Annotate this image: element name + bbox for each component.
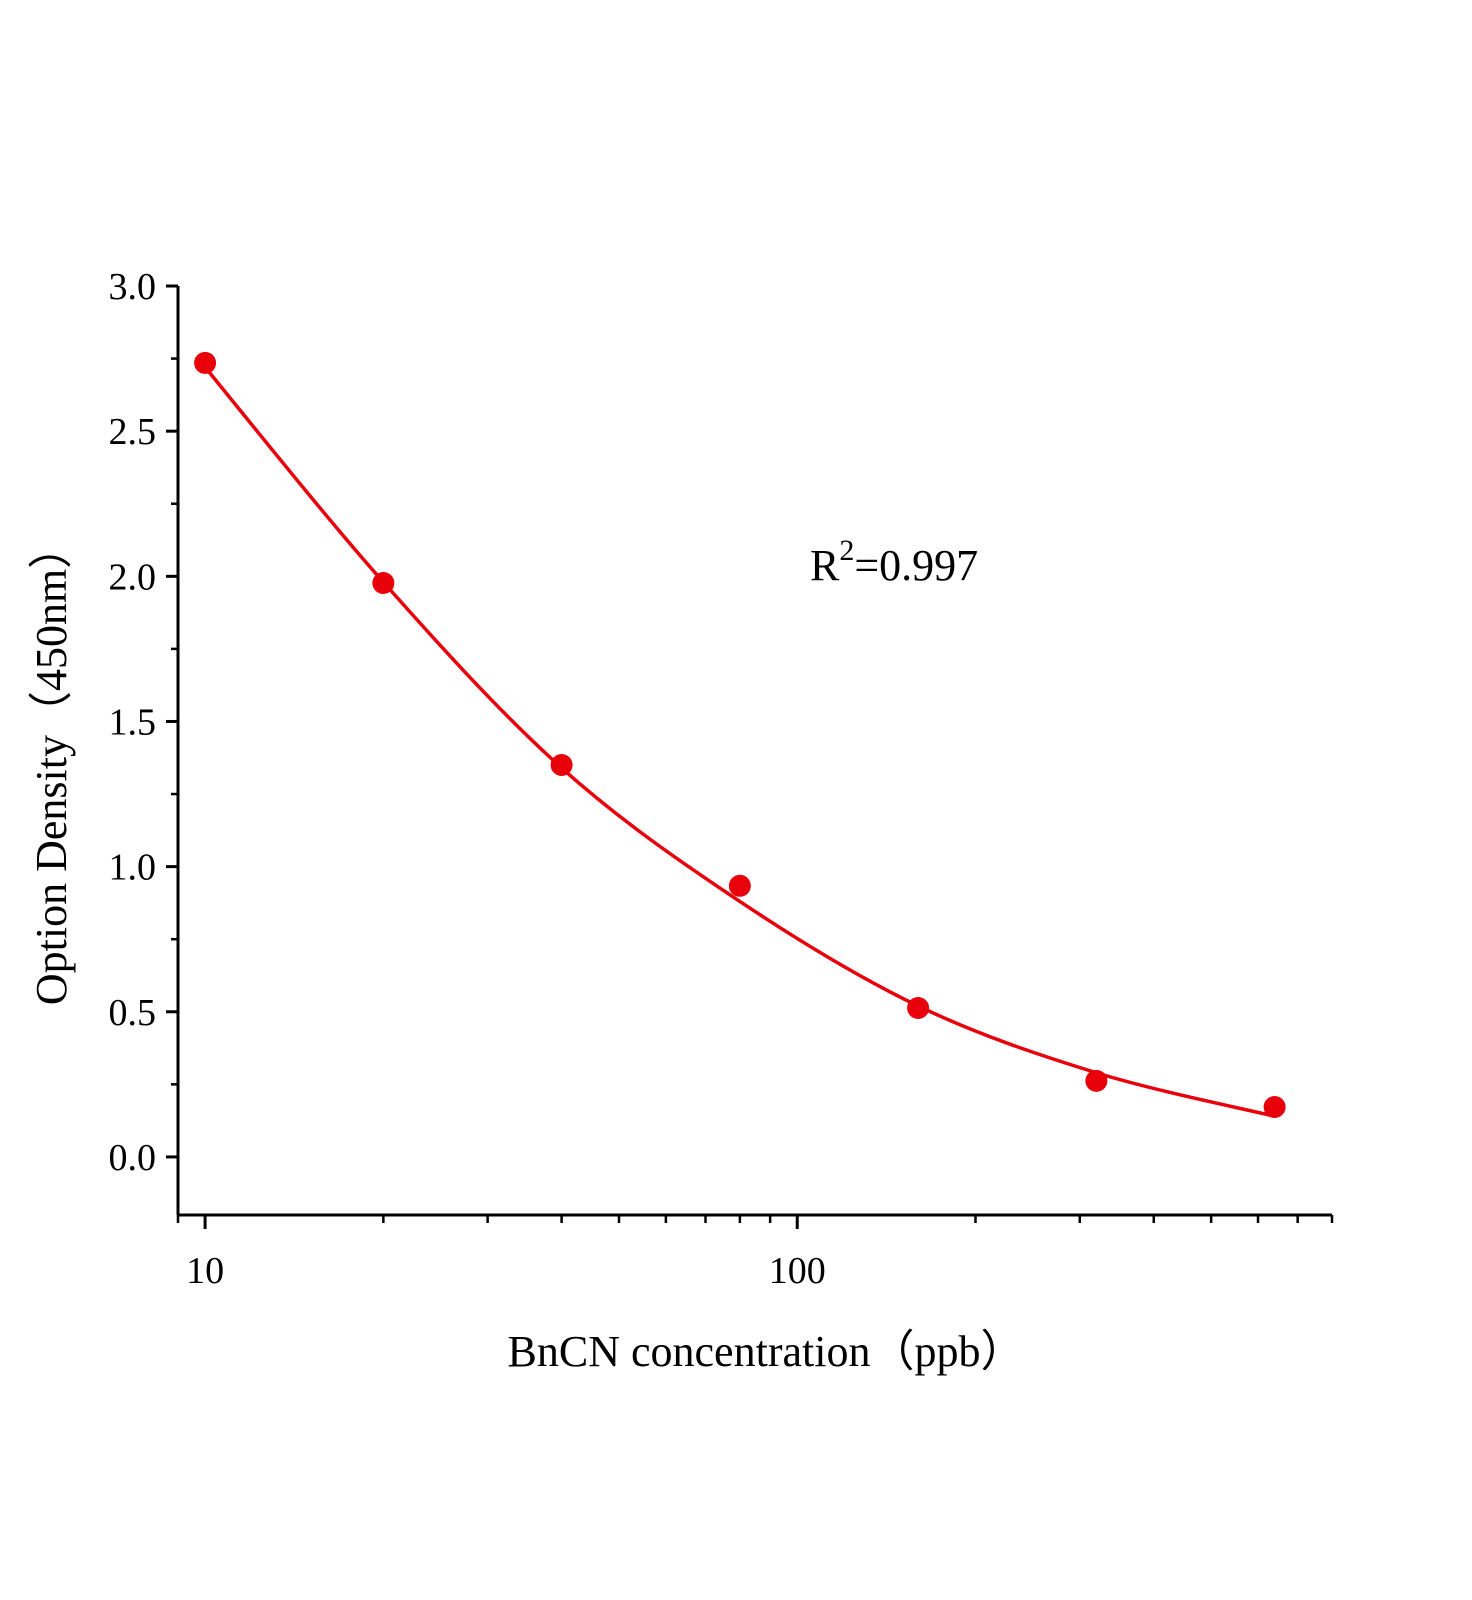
x-tick-label: 10 — [186, 1250, 224, 1292]
x-tick-label: 100 — [769, 1250, 826, 1292]
data-point — [907, 997, 930, 1020]
data-point — [728, 874, 751, 897]
y-tick-label: 1.5 — [109, 701, 157, 743]
y-tick-label: 0.5 — [109, 992, 157, 1034]
data-point — [550, 754, 573, 777]
data-points — [194, 351, 1286, 1119]
y-tick-label: 1.0 — [109, 847, 157, 889]
y-tick-label: 0.0 — [109, 1137, 157, 1179]
x-axis-label: BnCN concentration（ppb） — [508, 1327, 1025, 1376]
data-point — [194, 351, 217, 374]
ticks: 0.0 0.5 1.0 1.5 2.0 2.5 3.0 10 100 — [109, 266, 1334, 1292]
data-point — [1085, 1069, 1108, 1092]
y-tick-label: 3.0 — [109, 266, 157, 308]
data-point — [1263, 1096, 1286, 1119]
y-tick-label: 2.5 — [109, 411, 157, 453]
fit-curve — [203, 366, 1276, 1118]
r-squared-annotation: R2=0.997 — [810, 534, 978, 590]
data-point — [372, 571, 395, 594]
y-tick-label: 2.0 — [109, 556, 157, 598]
axes — [176, 286, 1332, 1217]
y-axis-label: Option Density（450nm） — [27, 525, 76, 1005]
